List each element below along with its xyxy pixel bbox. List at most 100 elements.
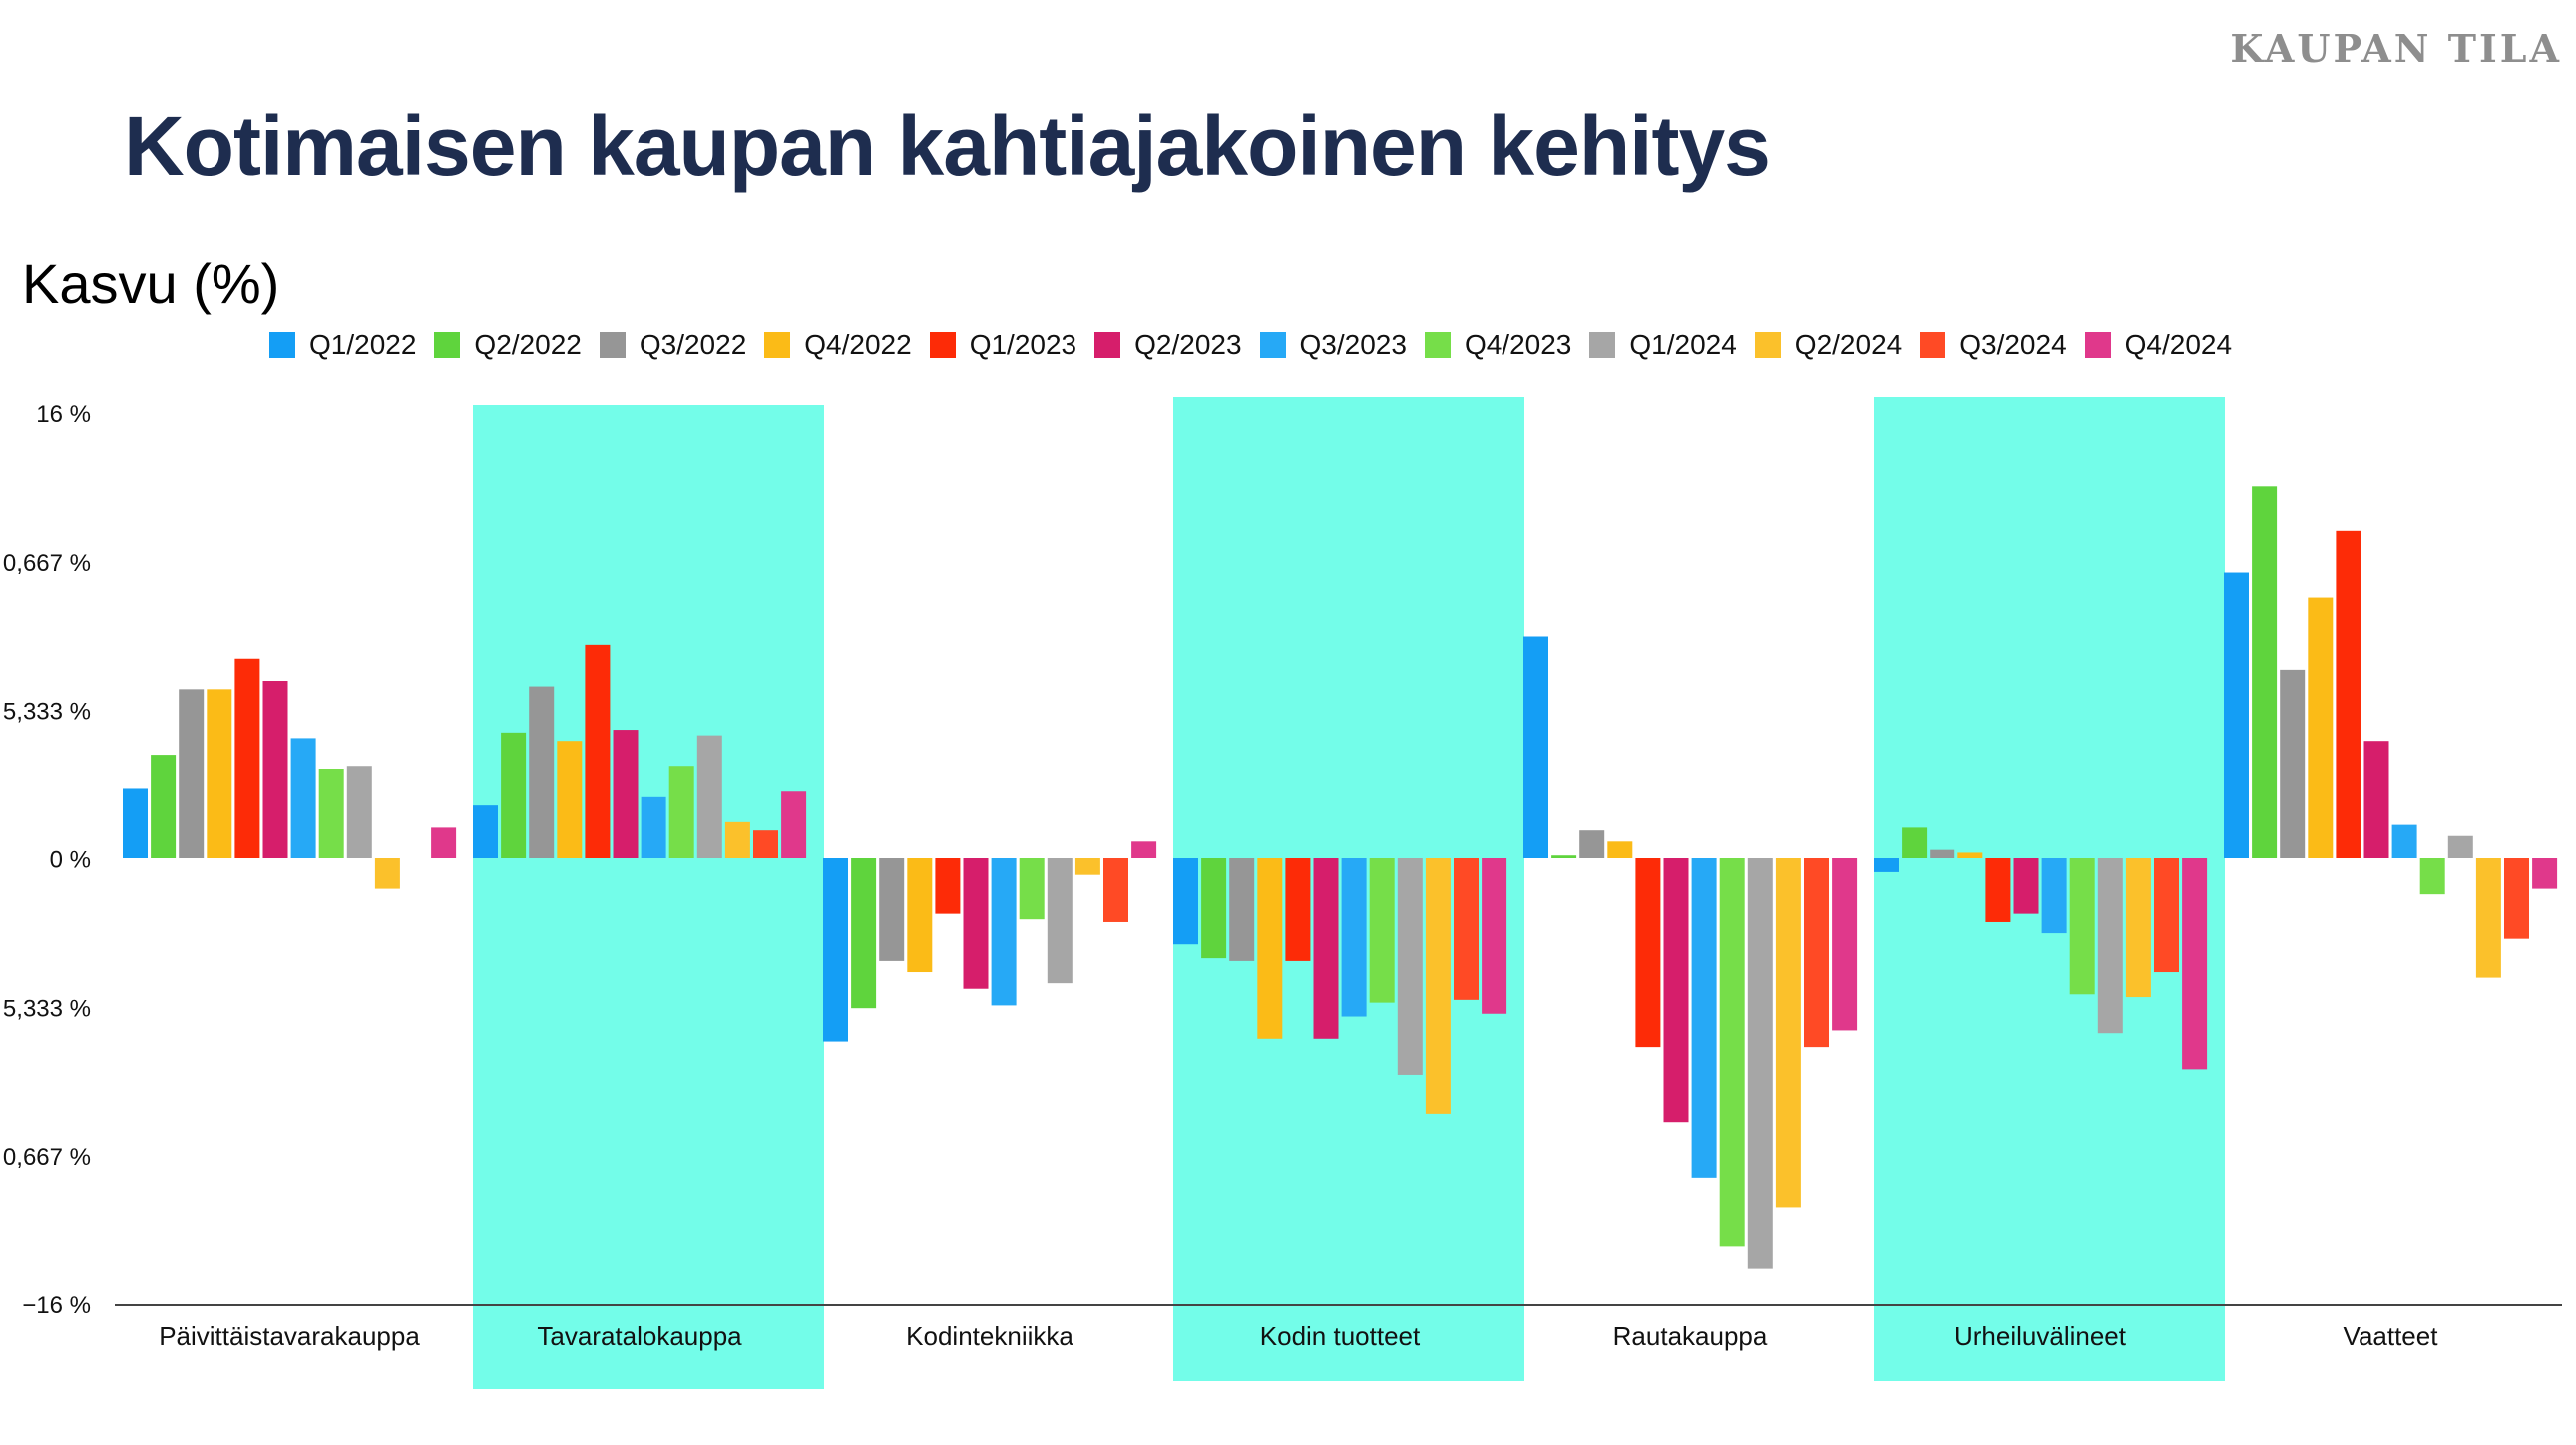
- legend-label: Q3/2024: [1959, 329, 2067, 360]
- bar-vaatteet-q4-2022: [2308, 597, 2334, 858]
- bar-kodin-tuotteet-q2-2022: [1201, 858, 1227, 959]
- bar-tavaratalokauppa-q4-2024: [781, 791, 807, 858]
- legend-swatch: [1589, 332, 1616, 358]
- bar-paivittaistavarakauppa-q1-2023: [234, 658, 260, 858]
- bar-tavaratalokauppa-q2-2022: [501, 732, 527, 858]
- x-category-label: Rautakauppa: [1613, 1321, 1768, 1351]
- bar-paivittaistavarakauppa-q2-2023: [262, 681, 288, 858]
- bar-kodin-tuotteet-q3-2023: [1341, 858, 1367, 1017]
- page-title: Kotimaisen kaupan kahtiajakoinen kehitys: [124, 99, 1771, 193]
- bar-kodintekniikka-q1-2022: [823, 858, 848, 1042]
- bar-urheiluvalineet-q2-2024: [2125, 858, 2151, 998]
- bar-vaatteet-q3-2023: [2391, 824, 2417, 858]
- legend-swatch: [764, 332, 791, 358]
- bar-tavaratalokauppa-q3-2023: [641, 796, 666, 858]
- bar-paivittaistavarakauppa-q4-2023: [318, 769, 344, 858]
- bar-rautakauppa-q1-2022: [1523, 636, 1548, 858]
- bar-tavaratalokauppa-q4-2023: [668, 766, 694, 858]
- bar-vaatteet-q3-2022: [2280, 669, 2306, 858]
- legend-label: Q4/2024: [2124, 329, 2233, 360]
- x-category-label: Kodintekniikka: [906, 1321, 1073, 1351]
- bar-rautakauppa-q4-2022: [1607, 841, 1633, 858]
- legend-label: Q4/2023: [1464, 329, 1572, 360]
- y-tick-label: 0,667 %: [3, 1144, 91, 1171]
- legend-item-q2-2022: Q2/2022: [434, 329, 582, 361]
- bar-urheiluvalineet-q3-2023: [2041, 858, 2067, 934]
- bar-paivittaistavarakauppa-q3-2023: [290, 738, 316, 858]
- legend-item-q4-2023: Q4/2023: [1424, 329, 1572, 361]
- bar-kodin-tuotteet-q2-2023: [1313, 858, 1339, 1039]
- bar-tavaratalokauppa-q1-2023: [585, 644, 611, 858]
- bar-paivittaistavarakauppa-q4-2024: [431, 827, 457, 858]
- x-category-label: Päivittäistavarakauppa: [159, 1321, 420, 1351]
- bar-vaatteet-q4-2024: [2532, 858, 2558, 889]
- legend-item-q3-2024: Q3/2024: [1920, 329, 2067, 361]
- legend-item-q2-2024: Q2/2024: [1754, 329, 1902, 361]
- y-tick-label: 5,333 %: [3, 995, 91, 1022]
- bar-kodin-tuotteet-q4-2024: [1482, 858, 1507, 1014]
- bar-rautakauppa-q4-2023: [1719, 858, 1745, 1247]
- bar-urheiluvalineet-q3-2022: [1930, 849, 1955, 858]
- y-tick-label: −16 %: [22, 1292, 91, 1319]
- bar-kodin-tuotteet-q4-2022: [1257, 858, 1283, 1039]
- legend-swatch: [269, 332, 295, 358]
- bar-kodin-tuotteet-q1-2022: [1173, 858, 1198, 945]
- bar-paivittaistavarakauppa-q1-2022: [123, 788, 148, 858]
- legend-label: Q2/2023: [1134, 329, 1242, 360]
- bar-kodintekniikka-q1-2024: [1047, 858, 1073, 984]
- bar-kodintekniikka-q4-2024: [1131, 841, 1157, 858]
- legend-swatch: [1424, 332, 1451, 358]
- legend-item-q3-2022: Q3/2022: [599, 329, 746, 361]
- bar-rautakauppa-q2-2023: [1663, 858, 1689, 1123]
- bar-urheiluvalineet-q2-2023: [2013, 858, 2039, 914]
- legend-label: Q1/2023: [969, 329, 1077, 360]
- bar-paivittaistavarakauppa-q4-2022: [207, 689, 232, 858]
- bar-tavaratalokauppa-q2-2023: [613, 730, 639, 858]
- bar-urheiluvalineet-q2-2022: [1902, 827, 1928, 858]
- bar-vaatteet-q2-2024: [2475, 858, 2501, 978]
- bar-rautakauppa-q2-2022: [1551, 855, 1577, 858]
- legend-label: Q2/2022: [474, 329, 582, 360]
- bar-tavaratalokauppa-q1-2024: [696, 735, 722, 858]
- x-category-label: Urheiluvälineet: [1954, 1321, 2127, 1351]
- bar-tavaratalokauppa-q1-2022: [473, 805, 498, 858]
- bar-urheiluvalineet-q4-2023: [2069, 858, 2095, 995]
- legend-item-q1-2024: Q1/2024: [1589, 329, 1737, 361]
- legend-item-q1-2023: Q1/2023: [929, 329, 1077, 361]
- bar-vaatteet-q2-2022: [2252, 486, 2278, 858]
- bar-vaatteet-q3-2024: [2504, 858, 2529, 939]
- bar-tavaratalokauppa-q3-2024: [753, 830, 778, 858]
- y-axis-label: Kasvu (%): [22, 252, 280, 315]
- legend-swatch: [1259, 332, 1286, 358]
- legend-label: Q1/2022: [309, 329, 417, 360]
- legend-item-q4-2024: Q4/2024: [2084, 329, 2233, 361]
- bar-urheiluvalineet-q1-2024: [2097, 858, 2123, 1034]
- bar-kodintekniikka-q2-2024: [1074, 858, 1100, 875]
- legend-swatch: [1754, 332, 1781, 358]
- bar-rautakauppa-q3-2022: [1579, 830, 1605, 858]
- x-category-label: Tavaratalokauppa: [537, 1321, 742, 1351]
- bar-kodintekniikka-q4-2022: [907, 858, 933, 973]
- bar-kodintekniikka-q3-2024: [1103, 858, 1128, 922]
- bar-urheiluvalineet-q4-2024: [2182, 858, 2208, 1070]
- legend-item-q3-2023: Q3/2023: [1259, 329, 1407, 361]
- bar-paivittaistavarakauppa-q2-2024: [374, 858, 400, 889]
- bar-paivittaistavarakauppa-q3-2022: [179, 689, 205, 858]
- bar-kodintekniikka-q2-2023: [963, 858, 989, 989]
- bar-paivittaistavarakauppa-q1-2024: [346, 766, 372, 858]
- bar-kodin-tuotteet-q1-2023: [1285, 858, 1311, 961]
- bar-rautakauppa-q1-2024: [1747, 858, 1773, 1269]
- bar-urheiluvalineet-q3-2024: [2154, 858, 2179, 973]
- bar-vaatteet-q1-2024: [2447, 835, 2473, 858]
- legend-label: Q4/2022: [804, 329, 912, 360]
- bar-urheiluvalineet-q4-2022: [1957, 852, 1983, 858]
- legend-swatch: [599, 332, 626, 358]
- legend-item-q2-2023: Q2/2023: [1094, 329, 1242, 361]
- bar-kodintekniikka-q4-2023: [1019, 858, 1045, 920]
- bar-kodintekniikka-q3-2022: [879, 858, 905, 961]
- legend-swatch: [434, 332, 461, 358]
- bar-kodintekniikka-q1-2023: [935, 858, 961, 914]
- bar-rautakauppa-q3-2024: [1804, 858, 1829, 1048]
- y-tick-label: 5,333 %: [3, 699, 91, 725]
